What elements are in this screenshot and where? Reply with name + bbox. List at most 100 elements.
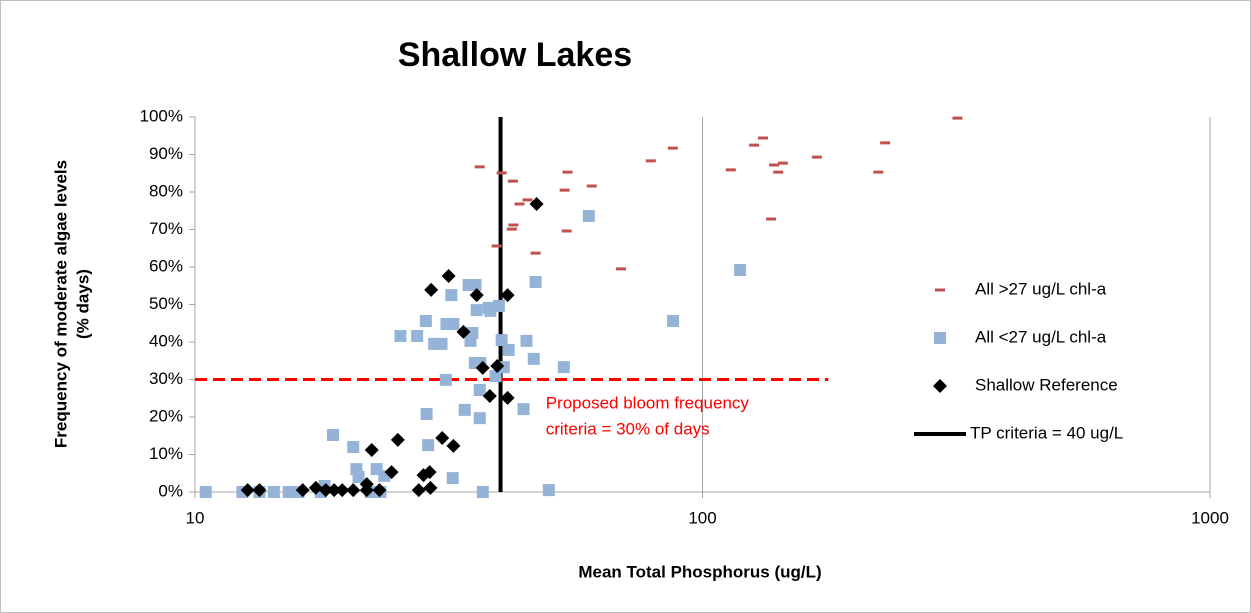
legend-marker	[934, 332, 946, 344]
annotation: Proposed bloom frequency	[546, 393, 750, 412]
y-tick-label: 60%	[149, 256, 183, 275]
point	[542, 484, 555, 497]
point	[508, 223, 519, 227]
point	[439, 373, 452, 386]
point	[880, 141, 891, 145]
x-tick-label: 10	[186, 508, 205, 527]
point	[473, 384, 486, 396]
point	[441, 269, 456, 283]
point	[424, 282, 439, 297]
point	[777, 161, 788, 165]
point	[490, 359, 505, 373]
point	[435, 337, 448, 350]
legend-label: TP criteria = 40 ug/L	[970, 423, 1123, 442]
point	[667, 315, 680, 327]
legend-marker	[933, 379, 947, 393]
point	[773, 170, 784, 174]
point	[495, 334, 508, 347]
point	[423, 480, 438, 495]
point	[476, 486, 489, 498]
point	[557, 361, 570, 374]
point	[473, 412, 486, 425]
annotation: criteria = 30% of days	[546, 419, 710, 438]
point	[394, 330, 407, 342]
point	[749, 143, 760, 147]
point	[645, 159, 656, 163]
point	[811, 155, 822, 159]
point	[372, 483, 387, 498]
point	[520, 334, 533, 347]
y-tick-label: 50%	[149, 294, 183, 313]
point	[327, 483, 342, 498]
x-axis-title: Mean Total Phosphorus (ug/L)	[578, 562, 821, 581]
point	[411, 330, 424, 342]
point	[616, 267, 627, 271]
point	[586, 184, 597, 188]
legend-label: All >27 ug/L chl-a	[975, 279, 1107, 298]
legend-label: Shallow Reference	[975, 375, 1118, 394]
point	[514, 202, 525, 206]
point	[308, 480, 323, 495]
y-axis-title: Frequency of moderate algae levels	[51, 160, 70, 448]
x-tick-label: 100	[688, 508, 716, 527]
point	[469, 288, 484, 303]
point	[352, 471, 365, 483]
point	[445, 289, 458, 302]
y-tick-label: 80%	[149, 181, 183, 200]
y-tick-label: 20%	[149, 406, 183, 425]
point	[295, 483, 310, 498]
point	[422, 465, 437, 480]
point	[359, 483, 374, 498]
point	[500, 288, 515, 303]
point	[390, 432, 405, 447]
point	[469, 279, 482, 291]
point	[267, 486, 280, 498]
point	[447, 318, 460, 330]
point	[506, 227, 517, 231]
point	[758, 136, 769, 140]
y-tick-label: 90%	[149, 144, 183, 163]
point	[582, 210, 595, 222]
point	[446, 438, 461, 453]
y-tick-label: 0%	[158, 481, 183, 500]
point	[346, 483, 361, 498]
point	[419, 315, 432, 327]
point	[384, 465, 399, 480]
point	[422, 439, 435, 452]
point	[517, 403, 530, 416]
point	[420, 408, 433, 420]
point	[952, 116, 963, 120]
point	[282, 486, 295, 498]
point	[492, 300, 505, 312]
point	[496, 171, 507, 175]
point	[562, 170, 573, 174]
point	[725, 168, 736, 172]
point	[769, 163, 780, 167]
y-tick-label: 30%	[149, 369, 183, 388]
y-tick-label: 10%	[149, 444, 183, 463]
y-axis-title: (% days)	[73, 269, 92, 339]
point	[527, 352, 540, 365]
legend-marker	[935, 288, 945, 292]
point	[491, 244, 502, 248]
point	[475, 360, 490, 375]
point	[456, 324, 471, 339]
point	[470, 304, 483, 317]
y-tick-label: 100%	[140, 106, 183, 125]
point	[458, 403, 471, 416]
x-tick-label: 1000	[1191, 508, 1229, 527]
point	[766, 217, 777, 221]
point	[446, 472, 459, 485]
point	[364, 443, 379, 457]
point	[252, 483, 267, 498]
point	[199, 486, 212, 498]
point	[240, 483, 255, 498]
point	[482, 389, 497, 403]
point	[318, 483, 333, 498]
point	[561, 229, 572, 233]
point	[435, 431, 450, 445]
point	[667, 146, 678, 150]
point	[507, 179, 518, 183]
